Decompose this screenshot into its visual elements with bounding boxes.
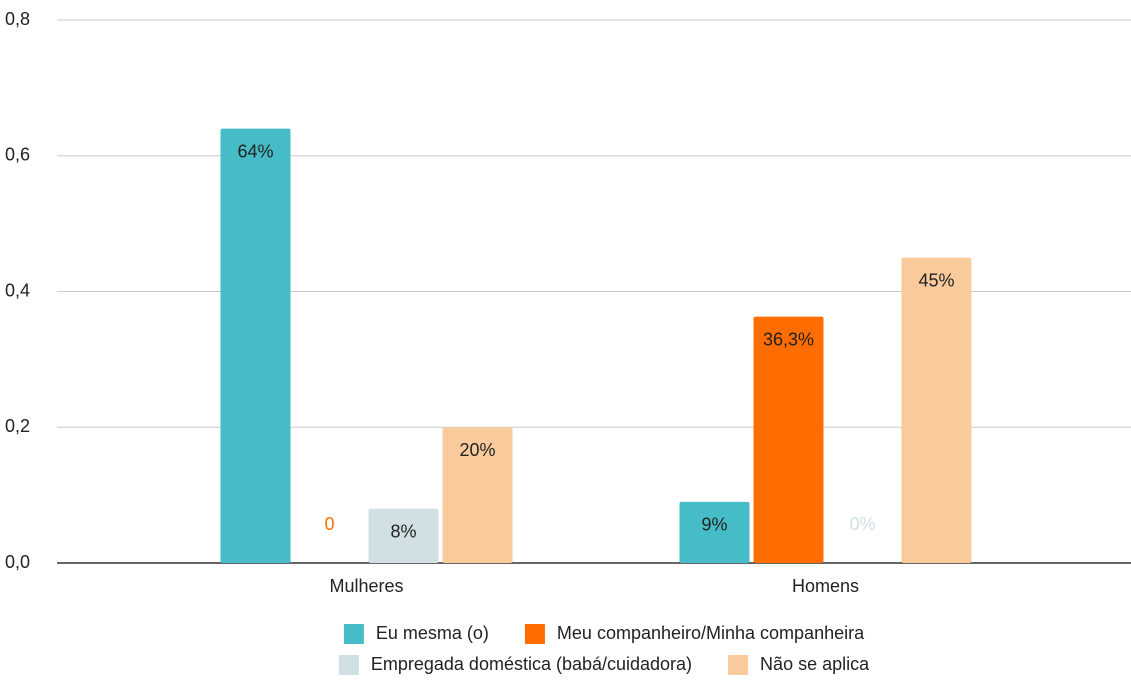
legend-label: Meu companheiro/Minha companheira: [557, 623, 865, 643]
bar: [901, 257, 972, 563]
data-label: 8%: [390, 521, 416, 541]
y-tick-label: 0,8: [5, 9, 30, 29]
data-label: 9%: [701, 515, 727, 535]
data-label: 36,3%: [763, 329, 814, 349]
legend-label: Não se aplica: [760, 654, 870, 674]
x-tick-label: Homens: [792, 576, 859, 596]
data-label: 0%: [849, 514, 875, 534]
y-tick-label: 0,2: [5, 416, 30, 436]
y-tick-label: 0,4: [5, 280, 30, 300]
data-label: 0: [324, 514, 334, 534]
data-label: 20%: [459, 440, 495, 460]
bar: [368, 508, 439, 563]
legend-swatch: [524, 624, 545, 644]
legend-label: Empregada doméstica (babá/cuidadora): [371, 654, 692, 674]
legend-row: Empregada doméstica (babá/cuidadora) Não …: [338, 654, 870, 675]
data-label: 64%: [237, 141, 273, 161]
x-tick-label: Mulheres: [329, 576, 403, 596]
legend-swatch: [338, 655, 359, 675]
legend-row: Eu mesma (o) Meu companheiro/Minha compan…: [343, 623, 865, 644]
bar: [679, 501, 750, 563]
bar: [220, 128, 291, 563]
bar: [442, 427, 513, 563]
legend-swatch: [728, 655, 749, 675]
y-tick-label: 0,0: [5, 552, 30, 572]
legend-label: Eu mesma (o): [376, 623, 489, 643]
bar: [753, 316, 824, 563]
data-label: 45%: [918, 270, 954, 290]
y-tick-label: 0,6: [5, 145, 30, 165]
legend-swatch: [343, 624, 364, 644]
